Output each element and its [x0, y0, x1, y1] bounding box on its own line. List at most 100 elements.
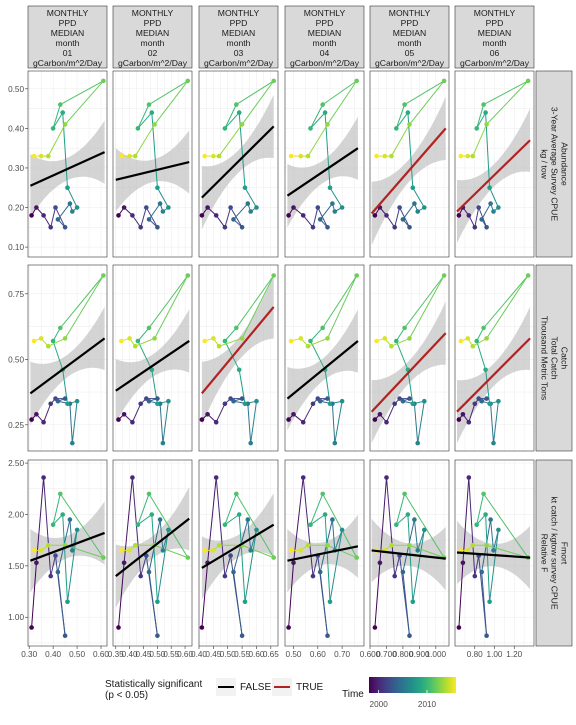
data-point — [199, 625, 205, 630]
trajectory-segment — [137, 514, 153, 526]
data-point — [149, 367, 155, 373]
data-point — [119, 548, 124, 553]
panel-border — [284, 459, 365, 647]
data-point — [458, 338, 464, 344]
regression-line — [287, 545, 359, 562]
trajectory-segment — [218, 337, 243, 347]
data-point — [310, 225, 316, 230]
data-point — [146, 102, 152, 107]
trajectory-segment — [327, 80, 358, 125]
data-point — [317, 398, 323, 404]
data-point — [50, 126, 56, 131]
data-point — [53, 553, 58, 558]
data-point — [205, 205, 210, 210]
data-point — [211, 336, 216, 341]
trajectory-segment — [319, 571, 328, 636]
trajectory-segment — [244, 529, 257, 602]
trajectory-segment — [474, 555, 480, 577]
data-point — [144, 205, 149, 210]
trajectory-segment — [140, 555, 147, 577]
trajectory-segment — [224, 514, 240, 526]
column-strip-label: month — [483, 38, 507, 48]
x-tick-label: 0.40 — [45, 650, 61, 659]
data-point — [239, 633, 245, 638]
data-point — [67, 517, 73, 522]
trajectory-segment — [148, 80, 189, 106]
data-point — [119, 338, 124, 344]
trajectory-segment — [483, 80, 529, 106]
data-point — [402, 491, 407, 497]
data-point — [354, 273, 360, 278]
data-point — [325, 543, 330, 548]
data-point — [199, 213, 205, 218]
trajectory-segment — [118, 562, 125, 628]
trajectory-segment — [474, 207, 480, 228]
data-point — [377, 560, 383, 566]
data-point — [291, 560, 296, 566]
data-point — [132, 343, 138, 349]
data-point — [231, 217, 236, 222]
data-point — [496, 527, 501, 533]
panel-border — [112, 70, 193, 258]
data-point — [38, 153, 44, 159]
data-point — [157, 517, 163, 522]
row-strip-label: Catch — [560, 347, 570, 370]
data-point — [41, 419, 46, 425]
column-strip-label: 04 — [320, 48, 330, 58]
data-point — [460, 412, 466, 417]
legend-title: (p < 0.05) — [105, 690, 148, 701]
trajectory-segment — [60, 80, 104, 106]
trajectory-segment — [137, 493, 150, 525]
data-point — [239, 225, 245, 230]
trajectory-segment — [322, 80, 357, 106]
data-point — [320, 491, 326, 497]
column-strip-label: gCarbon/m^2/Day — [460, 58, 530, 68]
data-point — [157, 201, 163, 206]
data-point — [242, 401, 248, 407]
data-point — [135, 338, 141, 344]
data-point — [441, 273, 447, 278]
data-point — [70, 209, 75, 214]
trajectory-segment — [224, 555, 232, 577]
data-point — [149, 512, 155, 517]
column-strip-label: MONTHLY — [132, 8, 174, 18]
trajectory-segment — [395, 493, 406, 525]
data-point — [372, 213, 378, 218]
trajectory-segment — [312, 555, 319, 577]
data-point — [483, 512, 488, 517]
data-point — [205, 412, 210, 417]
trajectory-segment — [476, 327, 485, 342]
data-point — [487, 401, 492, 407]
data-point — [339, 205, 345, 210]
panel-r1-c5 — [369, 70, 450, 258]
row-strip-label: Fmort — [560, 542, 570, 565]
data-point — [245, 517, 251, 522]
trajectory-segment — [137, 112, 153, 129]
colorbar-tick-label: 2000 — [370, 700, 389, 709]
y-tick-label: 0.40 — [8, 124, 24, 133]
column-strip-label: MONTHLY — [304, 8, 346, 18]
column-strip-5 — [369, 5, 450, 69]
trajectory-segment — [327, 275, 358, 339]
panel-r3-c5 — [369, 459, 450, 647]
data-point — [474, 522, 480, 527]
trajectory-segment — [31, 562, 37, 628]
data-point — [458, 153, 464, 159]
data-point — [271, 555, 277, 560]
trajectory-segment — [485, 369, 491, 404]
data-point — [310, 401, 316, 407]
data-point — [166, 527, 171, 533]
panel-r2-c1 — [27, 264, 108, 452]
data-point — [234, 325, 239, 331]
trajectory-segment — [55, 207, 66, 228]
data-point — [146, 325, 152, 331]
trajectory-segment — [250, 401, 257, 444]
data-point — [130, 419, 135, 425]
column-strip-3 — [198, 5, 279, 69]
trajectory-segment — [156, 187, 169, 208]
trajectory-segment — [64, 544, 104, 559]
trajectory-segment — [224, 112, 240, 129]
data-point — [315, 205, 321, 210]
trajectory-segment — [374, 562, 381, 628]
